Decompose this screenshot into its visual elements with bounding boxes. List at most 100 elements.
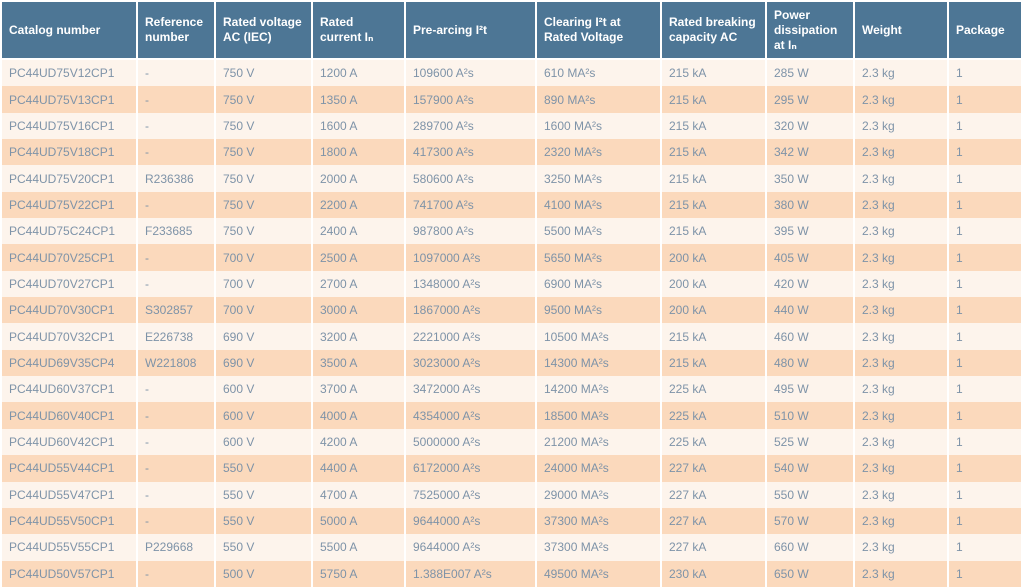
- cell-catalog_number: PC44UD75V18CP1: [2, 139, 136, 166]
- cell-reference_number: P229668: [138, 534, 214, 561]
- table-row: PC44UD75V13CP1-750 V 1350 A 157900 A²s 890 …: [2, 86, 1021, 113]
- cell-package: 1: [949, 323, 1021, 350]
- cell-rated_voltage: 550 V: [216, 481, 311, 508]
- cell-rated_current: 5500 A: [313, 534, 404, 561]
- cell-catalog_number: PC44UD50V57CP1: [2, 560, 136, 587]
- column-header-weight: Weight: [855, 2, 947, 60]
- table-row: PC44UD69V35CP4 W221808 690 V 3500 A 3023000 …: [2, 349, 1021, 377]
- cell-breaking_capacity: 227 kA: [662, 507, 765, 535]
- cell-weight: 2.3 kg: [855, 534, 947, 561]
- cell-rated_voltage: 750 V: [216, 139, 311, 166]
- cell-pre_arcing_i2t: 3023000 A²s: [406, 349, 535, 377]
- cell-catalog_number: PC44UD60V40CP1: [2, 402, 136, 429]
- cell-rated_voltage: 700 V: [216, 297, 311, 324]
- cell-weight: 2.3 kg: [855, 481, 947, 508]
- cell-catalog_number: PC44UD55V55CP1: [2, 534, 136, 561]
- cell-clearing_i2t: 4100 MA²s: [537, 191, 660, 219]
- cell-pre_arcing_i2t: 9644000 A²s: [406, 534, 535, 561]
- cell-catalog_number: PC44UD75V22CP1: [2, 191, 136, 219]
- table-row: PC44UD55V47CP1-550 V 4700 A 7525000 A²s 290…: [2, 481, 1021, 508]
- cell-rated_current: 2000 A: [313, 165, 404, 192]
- cell-power_dissipation: 550 W: [767, 481, 853, 508]
- cell-catalog_number: PC44UD70V32CP1: [2, 323, 136, 350]
- cell-clearing_i2t: 10500 MA²s: [537, 323, 660, 350]
- cell-power_dissipation: 350 W: [767, 165, 853, 192]
- cell-reference_number: -: [138, 376, 214, 403]
- cell-breaking_capacity: 227 kA: [662, 455, 765, 482]
- cell-package: 1: [949, 60, 1021, 87]
- cell-pre_arcing_i2t: 289700 A²s: [406, 112, 535, 140]
- cell-clearing_i2t: 1600 MA²s: [537, 112, 660, 140]
- cell-reference_number: -: [138, 402, 214, 429]
- cell-breaking_capacity: 215 kA: [662, 60, 765, 87]
- cell-weight: 2.3 kg: [855, 191, 947, 219]
- cell-breaking_capacity: 225 kA: [662, 428, 765, 456]
- cell-pre_arcing_i2t: 1348000 A²s: [406, 270, 535, 298]
- cell-power_dissipation: 650 W: [767, 560, 853, 587]
- cell-clearing_i2t: 890 MA²s: [537, 86, 660, 113]
- cell-weight: 2.3 kg: [855, 218, 947, 245]
- cell-weight: 2.3 kg: [855, 297, 947, 324]
- cell-package: 1: [949, 376, 1021, 403]
- cell-weight: 2.3 kg: [855, 86, 947, 113]
- cell-package: 1: [949, 428, 1021, 456]
- cell-package: 1: [949, 402, 1021, 429]
- cell-rated_voltage: 750 V: [216, 86, 311, 113]
- cell-pre_arcing_i2t: 417300 A²s: [406, 139, 535, 166]
- table-row: PC44UD50V57CP1-500 V 5750 A 1.388E007 A²s 4…: [2, 560, 1021, 587]
- cell-reference_number: -: [138, 60, 214, 87]
- table-row: PC44UD75V22CP1-750 V 2200 A 741700 A²s 4100…: [2, 191, 1021, 219]
- cell-power_dissipation: 495 W: [767, 376, 853, 403]
- cell-breaking_capacity: 200 kA: [662, 270, 765, 298]
- cell-rated_current: 1200 A: [313, 60, 404, 87]
- cell-pre_arcing_i2t: 157900 A²s: [406, 86, 535, 113]
- cell-rated_voltage: 700 V: [216, 244, 311, 271]
- cell-rated_current: 5000 A: [313, 507, 404, 535]
- cell-breaking_capacity: 227 kA: [662, 481, 765, 508]
- cell-breaking_capacity: 215 kA: [662, 139, 765, 166]
- cell-breaking_capacity: 215 kA: [662, 165, 765, 192]
- cell-pre_arcing_i2t: 3472000 A²s: [406, 376, 535, 403]
- table-row: PC44UD60V42CP1-600 V 4200 A 5000000 A²s 212…: [2, 428, 1021, 456]
- cell-power_dissipation: 420 W: [767, 270, 853, 298]
- cell-pre_arcing_i2t: 1867000 A²s: [406, 297, 535, 324]
- cell-rated_current: 2200 A: [313, 191, 404, 219]
- cell-clearing_i2t: 9500 MA²s: [537, 297, 660, 324]
- cell-catalog_number: PC44UD70V30CP1: [2, 297, 136, 324]
- cell-reference_number: -: [138, 270, 214, 298]
- cell-weight: 2.3 kg: [855, 428, 947, 456]
- cell-power_dissipation: 395 W: [767, 218, 853, 245]
- cell-clearing_i2t: 49500 MA²s: [537, 560, 660, 587]
- cell-rated_voltage: 750 V: [216, 112, 311, 140]
- cell-package: 1: [949, 112, 1021, 140]
- column-header-clearing_i2t: Clearing I²t at Rated Voltage: [537, 2, 660, 60]
- cell-reference_number: -: [138, 481, 214, 508]
- table-row: PC44UD55V55CP1 P229668 550 V 5500 A 9644000 …: [2, 534, 1021, 561]
- cell-reference_number: W221808: [138, 349, 214, 377]
- cell-breaking_capacity: 215 kA: [662, 218, 765, 245]
- table-body: PC44UD75V12CP1-750 V 1200 A 109600 A²s 610 …: [2, 60, 1021, 587]
- cell-reference_number: -: [138, 139, 214, 166]
- table-row: PC44UD60V40CP1-600 V 4000 A 4354000 A²s 185…: [2, 402, 1021, 429]
- cell-clearing_i2t: 37300 MA²s: [537, 534, 660, 561]
- cell-breaking_capacity: 215 kA: [662, 191, 765, 219]
- table-row: PC44UD70V32CP1 E226738 690 V 3200 A 2221000 …: [2, 323, 1021, 350]
- cell-rated_current: 4000 A: [313, 402, 404, 429]
- cell-power_dissipation: 540 W: [767, 455, 853, 482]
- column-header-catalog_number: Catalog number: [2, 2, 136, 60]
- cell-weight: 2.3 kg: [855, 560, 947, 587]
- cell-rated_voltage: 600 V: [216, 376, 311, 403]
- cell-catalog_number: PC44UD60V42CP1: [2, 428, 136, 456]
- table-row: PC44UD70V25CP1-700 V 2500 A 1097000 A²s 565…: [2, 244, 1021, 271]
- cell-rated_current: 3200 A: [313, 323, 404, 350]
- column-header-package: Package: [949, 2, 1021, 60]
- table-header: Catalog number Reference number Rated volt…: [2, 2, 1021, 60]
- cell-weight: 2.3 kg: [855, 165, 947, 192]
- cell-package: 1: [949, 139, 1021, 166]
- cell-rated_current: 1600 A: [313, 112, 404, 140]
- cell-rated_voltage: 750 V: [216, 191, 311, 219]
- cell-pre_arcing_i2t: 1.388E007 A²s: [406, 560, 535, 587]
- cell-clearing_i2t: 5650 MA²s: [537, 244, 660, 271]
- cell-catalog_number: PC44UD55V44CP1: [2, 455, 136, 482]
- cell-rated_voltage: 750 V: [216, 60, 311, 87]
